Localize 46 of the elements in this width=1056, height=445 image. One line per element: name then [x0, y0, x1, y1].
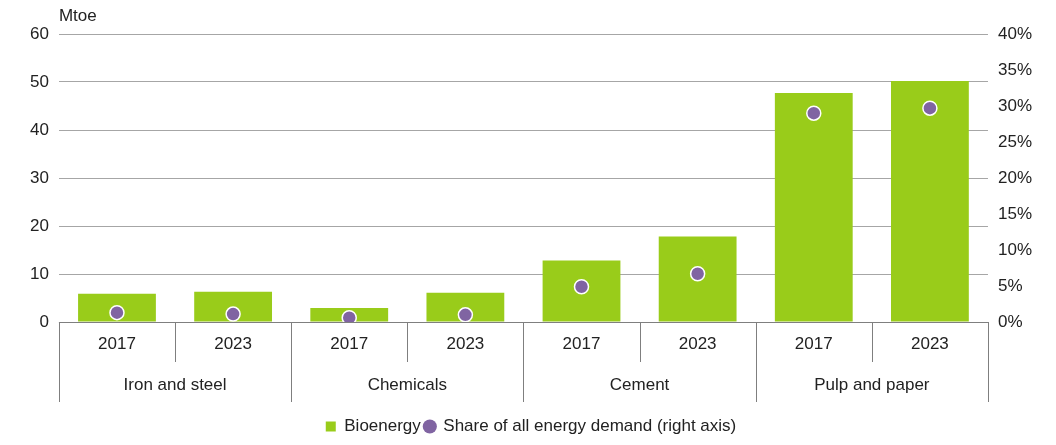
x-tick-label: 2023: [910, 333, 949, 353]
point: [341, 309, 357, 322]
y-tick-label: 10: [29, 263, 49, 283]
text: Cement: [609, 374, 670, 394]
bar: [194, 291, 273, 322]
y2-tick-label: 25%: [997, 131, 1033, 151]
y2-tick-label: 5%: [997, 275, 1023, 295]
x-tick-label: 2023: [446, 333, 485, 353]
y2-tick-label: 20%: [997, 167, 1033, 187]
bar: [542, 260, 621, 322]
point: [573, 278, 590, 295]
y-tick-label: 0: [39, 311, 49, 331]
point: [457, 307, 474, 322]
x-tick-label: 2017: [794, 333, 833, 353]
y2-tick-label: 0%: [997, 311, 1023, 331]
legend-label: Share of all energy demand (right axis): [443, 416, 737, 436]
text: Chemicals: [367, 374, 447, 394]
point: [922, 100, 938, 116]
y-tick-label: 60: [29, 23, 49, 43]
bar: [891, 81, 969, 322]
bar: [658, 236, 737, 322]
bar: [774, 93, 853, 322]
y2-tick-label: 35%: [997, 59, 1033, 79]
x-tick-label: 2017: [330, 333, 369, 353]
y2-tick-label: 30%: [997, 95, 1033, 115]
y-axis-title: Mtoe: [58, 5, 97, 25]
text: Iron and steel: [123, 374, 227, 394]
y2-tick-label: 40%: [997, 23, 1033, 43]
y2-tick-label: 15%: [997, 203, 1033, 223]
x-tick-label: 2023: [214, 333, 253, 353]
y-tick-label: 30: [29, 167, 49, 187]
y-tick-label: 50: [29, 71, 49, 91]
text: Pulp and paper: [814, 374, 930, 394]
point: [225, 306, 241, 322]
bar: [426, 292, 505, 322]
y-tick-label: 20: [29, 215, 49, 235]
y2-tick-label: 10%: [997, 239, 1033, 259]
x-tick-label: 2017: [562, 333, 601, 353]
legend-label: Bioenergy: [344, 416, 422, 436]
point: [689, 266, 706, 282]
y-tick-label: 40: [29, 119, 49, 139]
point: [806, 105, 822, 121]
point: [109, 304, 125, 321]
x-tick-label: 2023: [678, 333, 717, 353]
bar: [78, 293, 156, 322]
x-tick-label: 2017: [98, 333, 136, 353]
